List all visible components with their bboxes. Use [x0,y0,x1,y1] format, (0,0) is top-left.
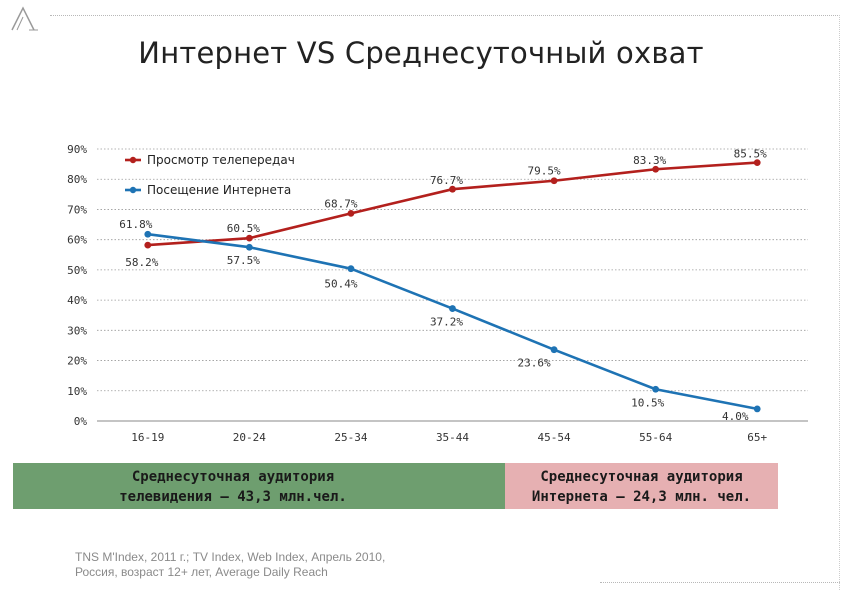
data-label-tv: 83.3% [633,154,666,167]
chart-series [144,159,761,413]
legend-label-tv: Просмотр телепередач [147,153,295,167]
x-tick-label: 20-24 [233,431,266,444]
data-label-internet: 50.4% [324,278,357,291]
internet-audience-line1: Среднесуточная аудитория [540,469,743,485]
tv-audience-line1: Среднесуточная аудитория [131,469,335,485]
data-point-internet [144,230,152,238]
data-label-internet: 37.2% [430,316,463,329]
bottom-divider [600,582,840,583]
legend-label-internet: Посещение Интернета [147,183,291,197]
source-line-2: Россия, возраст 12+ лет, Average Daily R… [75,565,328,579]
data-point-tv [449,185,456,193]
chart-axes: 0% 10% 20% 30% 40% 50% 60% 70% 80% 90% 16-19 20-24 2… [67,143,767,444]
chart-grid [97,148,808,422]
y-tick-label: 60% [67,234,87,247]
data-label-tv: 85.5% [734,148,767,161]
x-tick-label: 16-19 [131,431,164,444]
x-tick-label: 25-34 [334,431,367,444]
data-point-tv [347,209,355,217]
data-point-tv [753,159,761,167]
data-point-tv [550,177,558,185]
legend-swatch-marker [129,186,137,194]
data-label-tv: 79.5% [528,165,561,178]
chart-legend: Просмотр телепередач Посещение Интернета [125,153,295,197]
data-label-tv: 60.5% [227,222,260,235]
tv-audience-box: Среднесуточная аудитория телевидения – 4… [13,463,505,509]
chart-data-labels: 58.2% 60.5% 68.7% 76.7% 79.5% 83.3% 85.5% 61.8%… [119,148,767,423]
data-point-tv [144,241,152,249]
internet-audience-line2: Интернета – 24,3 млн. чел. [531,489,752,505]
data-label-tv: 58.2% [125,256,158,269]
page-title: Интернет VS Среднесуточный охват [138,36,704,70]
data-label-internet: 61.8% [119,218,152,231]
y-tick-label: 30% [67,324,87,337]
data-label-tv: 76.7% [430,174,463,187]
y-tick-label: 40% [67,294,87,307]
y-tick-label: 90% [67,143,87,156]
source-line-1: TNS M'Index, 2011 г.; TV Index, Web Inde… [75,550,386,564]
y-tick-label: 70% [67,203,87,216]
x-tick-label: 35-44 [436,431,469,444]
x-tick-label: 45-54 [538,431,571,444]
internet-audience-box: Среднесуточная аудитория Интернета – 24,… [505,463,778,509]
data-point-internet [347,265,355,273]
x-tick-label: 55-64 [639,431,672,444]
company-logo-icon [11,6,38,31]
data-label-internet: 10.5% [631,396,664,409]
data-point-internet [449,305,456,312]
top-divider [50,15,840,16]
data-label-internet: 23.6% [518,357,551,370]
data-point-internet [550,346,558,354]
data-label-tv: 68.7% [324,197,357,210]
y-tick-label: 0% [74,415,88,428]
y-tick-label: 50% [67,264,87,277]
data-point-internet [245,243,253,251]
data-point-tv [245,234,253,242]
x-tick-label: 65+ [747,431,767,444]
right-divider [839,15,840,590]
source-note: TNS M'Index, 2011 г.; TV Index, Web Inde… [75,550,475,580]
tv-audience-line2: телевидения – 43,3 млн.чел. [119,489,347,505]
data-label-internet: 4.0% [722,410,749,423]
y-tick-label: 10% [67,385,87,398]
legend-swatch-marker [129,156,137,164]
y-tick-label: 80% [67,173,87,186]
data-point-tv [652,165,660,173]
data-point-internet [652,385,660,393]
line-chart: 0% 10% 20% 30% 40% 50% 60% 70% 80% 90% 16-19 20-24 2… [67,143,808,444]
y-tick-label: 20% [67,355,87,368]
data-label-internet: 57.5% [227,254,260,267]
data-point-internet [753,405,761,413]
